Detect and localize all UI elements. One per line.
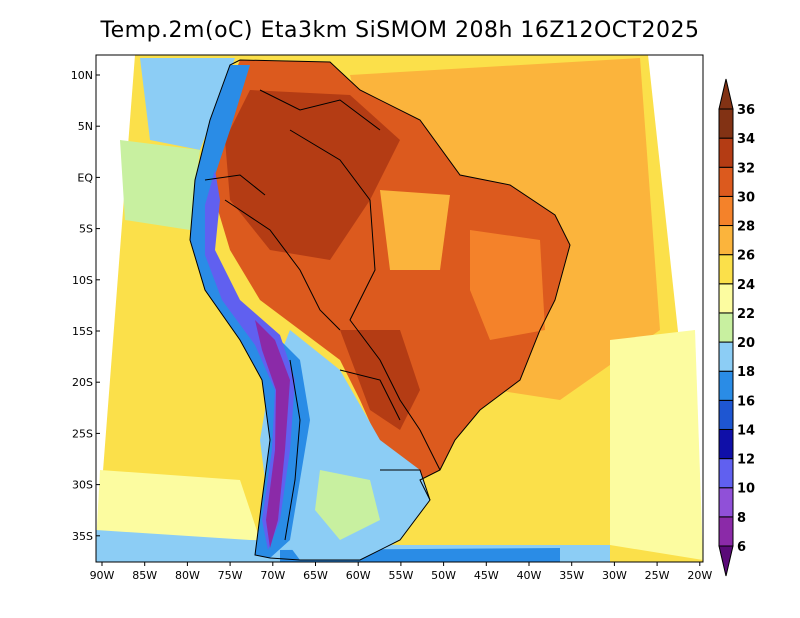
land-south-mild — [315, 470, 380, 540]
lat-tick-label: 10N — [71, 69, 93, 82]
colorbar-segment — [718, 254, 734, 285]
border-uruguay — [380, 469, 431, 501]
lon-tick-label: 75W — [218, 569, 243, 582]
border-north — [259, 89, 381, 131]
colorbar-label: 6 — [737, 540, 746, 555]
colorbar-segment — [718, 487, 734, 518]
colorbar-label: 12 — [737, 453, 755, 468]
andes-coldest — [255, 320, 290, 548]
colorbar-segment — [718, 225, 734, 256]
map-title: Temp.2m(oC) Eta3km SiSMOM 208h 16Z12OCT2… — [100, 18, 700, 43]
colorbar-segment — [718, 283, 734, 314]
lon-tick-label: 65W — [303, 569, 328, 582]
lat-tick-label: EQ — [77, 171, 93, 184]
colorbar-label: 34 — [737, 132, 755, 147]
colorbar-segment — [718, 370, 734, 401]
ocean-cool-east — [610, 330, 703, 560]
colorbar-label: 22 — [737, 307, 755, 322]
lon-tick-label: 80W — [175, 569, 200, 582]
colorbar-label: 32 — [737, 161, 755, 176]
lon-tick-label: 85W — [132, 569, 157, 582]
lat-tick-label: 30S — [72, 479, 93, 492]
colorbar-label: 16 — [737, 394, 755, 409]
colorbar-label: 8 — [737, 511, 746, 526]
lat-tick-label: 35S — [72, 530, 93, 543]
lat-tick-label: 5N — [78, 120, 93, 133]
lat-tick-label: 5S — [79, 223, 93, 236]
colorbar-label: 36 — [737, 103, 755, 118]
border-peru-bolivia — [224, 199, 341, 331]
lat-tick-label: 10S — [72, 274, 93, 287]
ocean-cool-west — [96, 470, 260, 545]
colorbar-segment — [718, 399, 734, 430]
land-warm-highlands — [380, 190, 450, 270]
colorbar-segment — [718, 166, 734, 197]
colorbar-segment — [718, 516, 734, 547]
colorbar-segment — [718, 108, 734, 139]
lon-tick-label: 50W — [431, 569, 456, 582]
ocean-mild-nw — [120, 140, 200, 230]
colorbar-label: 24 — [737, 278, 755, 293]
colorbar-segment — [718, 195, 734, 227]
map-field — [96, 55, 703, 562]
colorbar-segment — [718, 428, 734, 460]
lat-tick-label: 15S — [72, 325, 93, 338]
lon-tick-label: 20W — [687, 569, 712, 582]
land-hotter-amazon — [225, 90, 400, 260]
colorbar-label: 28 — [737, 220, 755, 235]
border-argentina-chile — [284, 359, 301, 541]
lon-tick-label: 40W — [517, 569, 542, 582]
border-ecuador — [204, 174, 266, 196]
colorbar-segment — [718, 458, 734, 489]
land-warm-northeast — [470, 230, 545, 340]
lon-tick-label: 90W — [90, 569, 115, 582]
colorbar: 6 8 10 12 14 16 18 20 22 24 26 28 30 32 34 36 — [718, 78, 755, 577]
border-paraguay — [339, 369, 401, 421]
colorbar-label: 10 — [737, 482, 755, 497]
lat-tick-label: 25S — [72, 427, 93, 440]
lat-tick-label: 20S — [72, 376, 93, 389]
lon-tick-label: 45W — [474, 569, 499, 582]
colorbar-label: 18 — [737, 365, 755, 380]
lon-tick-label: 60W — [346, 569, 371, 582]
lon-tick-label: 25W — [645, 569, 670, 582]
colorbar-label: 26 — [737, 249, 755, 264]
latitude-ticks: 10N 5N EQ 5S 10S 15S 20S 25S 30S 35S — [71, 69, 100, 543]
longitude-ticks: 90W 85W 80W 75W 70W 65W 60W 55W 50W 45W 40W 35W 30W 2… — [90, 562, 712, 582]
colorbar-segment — [718, 341, 734, 372]
map-frame — [95, 54, 704, 563]
colorbar-label: 14 — [737, 423, 755, 438]
colorbar-segment — [718, 312, 734, 343]
lon-tick-label: 30W — [602, 569, 627, 582]
colorbar-label: 20 — [737, 336, 755, 351]
colorbar-arrow-low — [718, 545, 734, 577]
ocean-cool-nw — [140, 58, 235, 150]
andes-colder — [205, 170, 295, 550]
lon-tick-label: 70W — [260, 569, 285, 582]
lon-tick-label: 55W — [388, 569, 413, 582]
colorbar-label: 30 — [737, 190, 755, 205]
colorbar-arrow-high — [718, 78, 734, 110]
border-brazil-west — [289, 129, 441, 471]
country-borders — [189, 59, 571, 561]
colorbar-segment — [718, 137, 734, 168]
lon-tick-label: 35W — [559, 569, 584, 582]
